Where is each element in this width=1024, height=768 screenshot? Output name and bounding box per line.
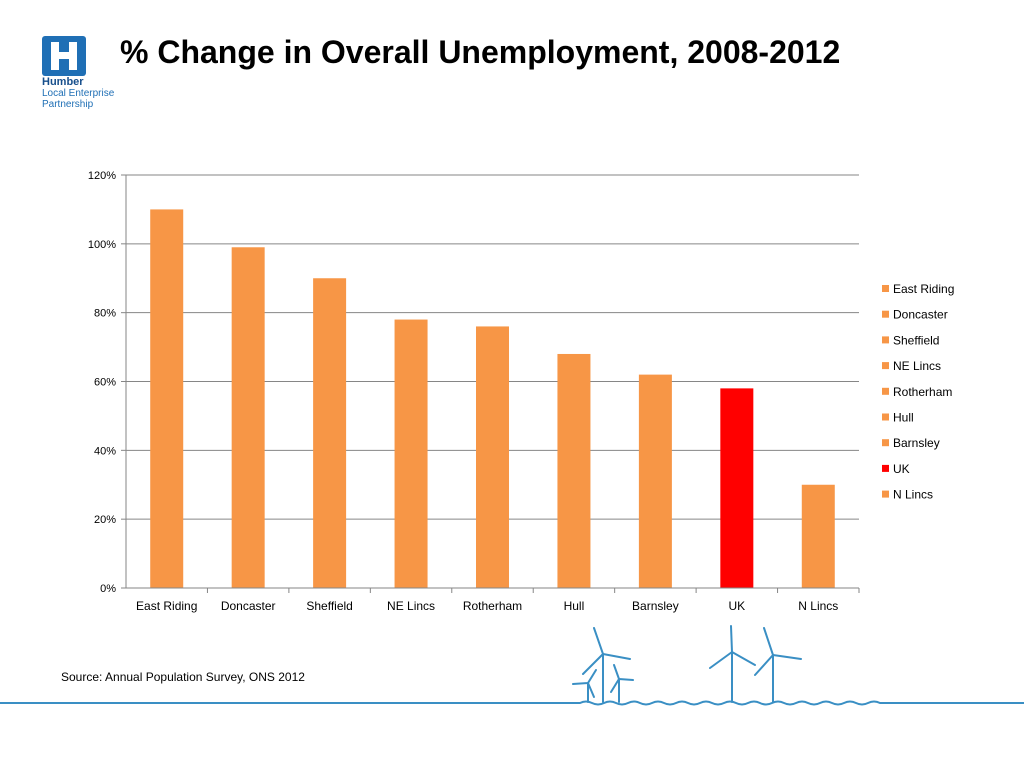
legend-entry: Hull (893, 411, 914, 425)
bar (720, 388, 754, 588)
legend-entry: East Riding (893, 282, 954, 296)
logo-text: Humber Local Enterprise Partnership (42, 76, 115, 111)
bar-chart: 0% 20% 40% 60% 80% 100% 120% East Riding Doncas… (88, 170, 955, 613)
logo-line-2: Local Enterprise (42, 88, 115, 99)
x-tick-label: NE Lincs (387, 599, 435, 613)
y-tick-label: 60% (94, 377, 116, 389)
y-tick-label: 120% (88, 170, 116, 182)
x-tick-label: Rotherham (463, 599, 522, 613)
logo-line-1: Humber (42, 76, 84, 88)
logo: Humber Local Enterprise Partnership (42, 36, 122, 112)
bar (231, 247, 265, 588)
legend-entry: UK (893, 462, 910, 476)
bar (394, 319, 428, 588)
y-axis: 0% 20% 40% 60% 80% 100% 120% (88, 170, 127, 595)
logo-line-3: Partnership (42, 99, 94, 110)
x-tick-label: East Riding (136, 599, 197, 613)
source-note: Source: Annual Population Survey, ONS 20… (61, 670, 305, 684)
x-tick-label: Barnsley (632, 599, 679, 613)
x-axis: East Riding Doncaster Sheffield NE Lincs Rot… (126, 587, 860, 613)
legend-swatch (882, 285, 889, 292)
bar (801, 484, 835, 588)
legend-swatch (882, 413, 889, 421)
bar (557, 353, 591, 588)
x-tick-label: Doncaster (221, 599, 276, 613)
legend-entry: Barnsley (893, 436, 940, 450)
page-title: % Change in Overall Unemployment, 2008-2… (120, 34, 841, 70)
chart-legend: East Riding Doncaster Sheffield NE Lincs Rot… (882, 282, 954, 502)
bar (476, 326, 509, 588)
x-tick-label: Hull (564, 599, 585, 613)
x-tick-label: UK (728, 599, 745, 613)
bar (150, 209, 184, 588)
y-tick-label: 40% (94, 445, 116, 457)
y-tick-label: 0% (100, 583, 116, 595)
bar (638, 374, 672, 588)
y-tick-label: 20% (94, 514, 116, 526)
legend-swatch (882, 490, 889, 498)
x-tick-label: N Lincs (798, 599, 838, 613)
chart-bars (150, 209, 835, 588)
legend-swatch (882, 387, 889, 395)
legend-entry: Rotherham (893, 385, 952, 399)
h-logo-icon (42, 36, 86, 76)
legend-entry: N Lincs (893, 488, 933, 502)
y-tick-label: 100% (88, 239, 116, 251)
legend-entry: NE Lincs (893, 359, 941, 373)
legend-swatch (882, 336, 889, 344)
legend-entry: Sheffield (893, 333, 939, 347)
legend-entry: Doncaster (893, 308, 948, 322)
x-tick-label: Sheffield (306, 599, 352, 613)
legend-swatch (882, 464, 889, 472)
legend-swatch (882, 362, 889, 370)
legend-swatch (882, 310, 889, 318)
y-tick-label: 80% (94, 308, 116, 320)
bar (313, 278, 347, 588)
legend-swatch (882, 439, 889, 447)
